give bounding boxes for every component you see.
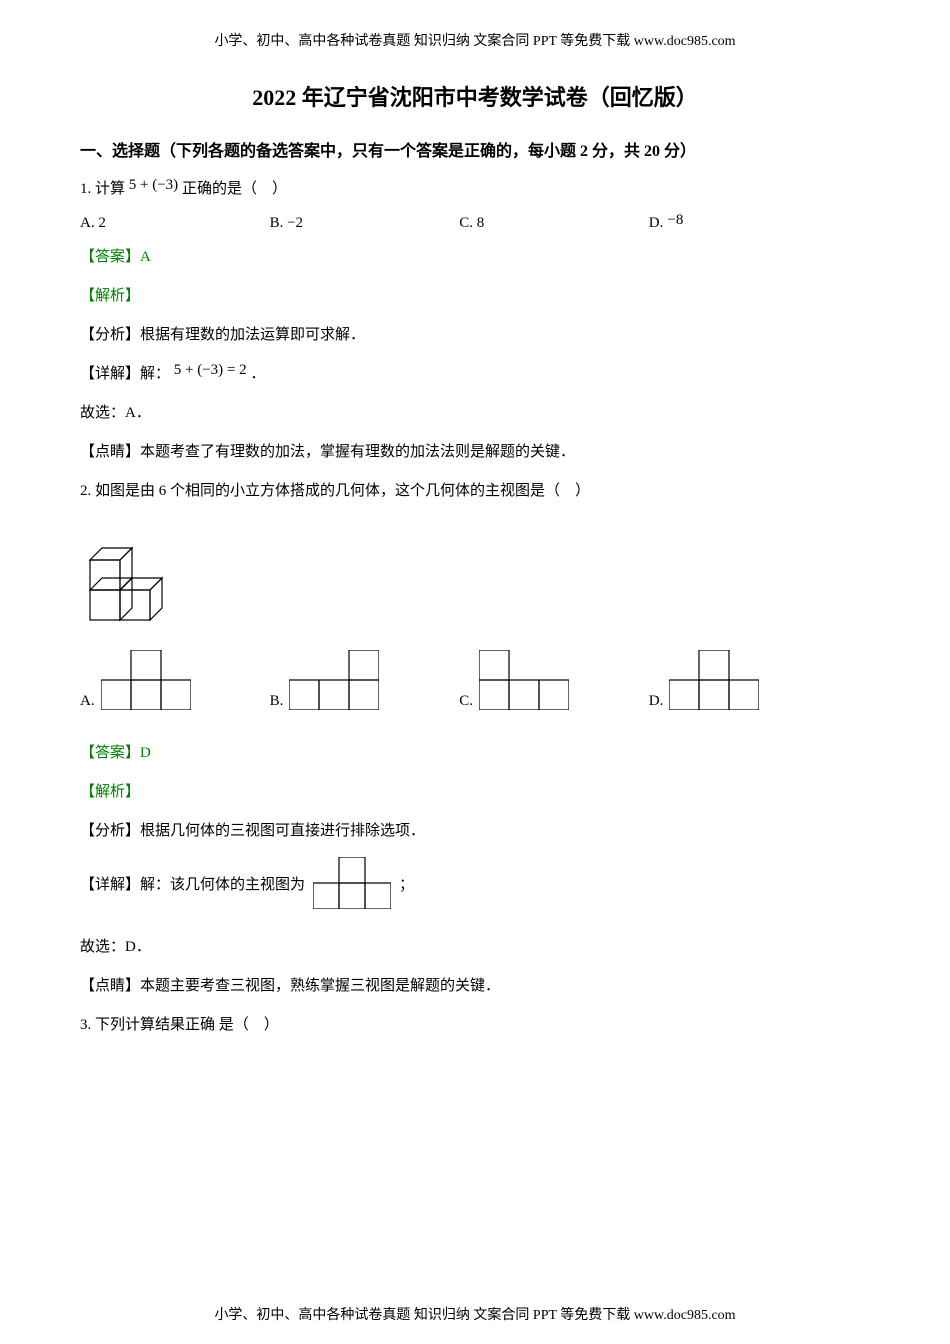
- q1-opt-d-val: −8: [667, 212, 683, 229]
- q1-detail-post: ．: [250, 366, 265, 382]
- q1-answer: 【答案】A: [80, 244, 870, 271]
- q2-opt-c-svg: [479, 650, 569, 710]
- q2-detail: 【详解】解：该几何体的主视图为 ；: [80, 857, 870, 909]
- q2-opt-c-label: C.: [459, 693, 473, 710]
- page-header: 小学、初中、高中各种试卷真题 知识归纳 文案合同 PPT 等免费下载 www.d…: [80, 30, 870, 50]
- q2-opt-c: C.: [459, 650, 649, 710]
- page-footer: 小学、初中、高中各种试卷真题 知识归纳 文案合同 PPT 等免费下载 www.d…: [0, 1304, 950, 1324]
- q2-stem: 2. 如图是由 6 个相同的小立方体搭成的几何体，这个几何体的主视图是（ ）: [80, 478, 870, 505]
- q1-dianjing: 【点睛】本题考查了有理数的加法，掌握有理数的加法法则是解题的关键．: [80, 439, 870, 466]
- section-1-heading: 一、选择题（下列各题的备选答案中，只有一个答案是正确的，每小题 2 分，共 20…: [80, 137, 870, 161]
- q1-detail: 【详解】解： 5 + (−3) = 2 ．: [80, 361, 870, 388]
- q1-jiexi: 【解析】: [80, 283, 870, 310]
- q1-opt-c-text: C. 8: [459, 215, 484, 232]
- q2-opt-d-label: D.: [649, 693, 664, 710]
- q2-options: A. B. C.: [80, 650, 870, 710]
- q3-stem: 3. 下列计算结果正确 是（ ）: [80, 1012, 870, 1039]
- q2-detail-svg: [313, 857, 391, 909]
- q2-opt-d: D.: [649, 650, 839, 710]
- q1-opt-a-text: A. 2: [80, 215, 106, 232]
- q2-detail-post: ；: [399, 873, 414, 894]
- q2-detail-pre: 【详解】解：该几何体的主视图为: [80, 873, 305, 894]
- q1-opt-d-label: D.: [649, 215, 664, 232]
- q2-opt-b-svg: [289, 650, 379, 710]
- q1-stem: 1. 计算 5 + (−3) 正确的是（ ）: [80, 176, 870, 203]
- q2-answer: 【答案】D: [80, 740, 870, 767]
- q2-opt-b-label: B.: [270, 693, 284, 710]
- q2-dianjing: 【点睛】本题主要考查三视图，熟练掌握三视图是解题的关键．: [80, 973, 870, 1000]
- q1-opt-a: A. 2: [80, 215, 270, 232]
- cube-svg: [80, 520, 190, 630]
- q1-opt-b-text: B. −2: [270, 215, 303, 232]
- q1-stem-post: 正确的是（ ）: [182, 181, 287, 197]
- q1-options: A. 2 B. −2 C. 8 D. −8: [80, 215, 870, 232]
- q1-detail-pre: 【详解】解：: [80, 366, 170, 382]
- page: 小学、初中、高中各种试卷真题 知识归纳 文案合同 PPT 等免费下载 www.d…: [0, 0, 950, 1344]
- exam-title: 2022 年辽宁省沈阳市中考数学试卷（回忆版）: [80, 80, 870, 112]
- q1-opt-c: C. 8: [459, 215, 649, 232]
- q1-so: 故选：A．: [80, 400, 870, 427]
- q2-opt-a: A.: [80, 650, 270, 710]
- q2-opt-b: B.: [270, 650, 460, 710]
- q1-opt-d: D. −8: [649, 215, 839, 232]
- q2-fenxi: 【分析】根据几何体的三视图可直接进行排除选项．: [80, 818, 870, 845]
- q1-detail-math: 5 + (−3) = 2: [174, 362, 247, 378]
- q1-stem-pre: 1. 计算: [80, 181, 125, 197]
- q2-jiexi: 【解析】: [80, 779, 870, 806]
- q1-fenxi: 【分析】根据有理数的加法运算即可求解．: [80, 322, 870, 349]
- q2-opt-a-label: A.: [80, 693, 95, 710]
- q2-so: 故选：D．: [80, 934, 870, 961]
- q2-cube-figure: [80, 520, 870, 630]
- q2-opt-a-svg: [101, 650, 191, 710]
- q2-detail-svg-wrap: [313, 857, 391, 909]
- q1-opt-b: B. −2: [270, 215, 460, 232]
- q1-math: 5 + (−3): [129, 177, 178, 193]
- q2-opt-d-svg: [669, 650, 759, 710]
